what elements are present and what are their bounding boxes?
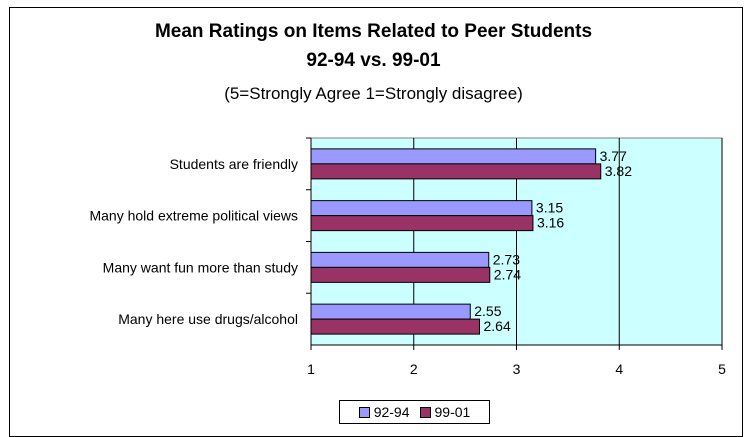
legend-item-series-2: 99-01 (419, 404, 471, 420)
bar (310, 148, 597, 165)
x-tick-label: 2 (410, 361, 418, 377)
data-label: 3.82 (605, 163, 632, 179)
x-tick-label: 3 (513, 361, 521, 377)
x-tick-label: 1 (307, 361, 315, 377)
data-label: 2.64 (484, 318, 511, 334)
category-label: Many hold extreme political views (89, 208, 298, 224)
legend-label-series-2: 99-01 (434, 404, 471, 420)
legend-label-series-1: 92-94 (373, 404, 410, 420)
data-label: 2.74 (494, 266, 521, 282)
category-label: Students are friendly (170, 156, 298, 172)
bar (310, 200, 533, 217)
category-label: Many here use drugs/alcohol (118, 311, 298, 327)
legend-swatch-series-2 (419, 406, 431, 418)
bar (310, 163, 602, 180)
chart-note: (5=Strongly Agree 1=Strongly disagree) (224, 84, 523, 103)
bar (310, 318, 481, 335)
chart-subtitle: 92-94 vs. 99-01 (306, 50, 441, 71)
bar-chart: 1 2 3 4 5 Students are friendly 3.773.82 Many h… (89, 137, 726, 377)
data-label: 2.73 (493, 251, 520, 267)
legend-item-series-1: 92-94 (358, 404, 410, 420)
category-label: Many want fun more than study (103, 259, 298, 275)
bar (310, 251, 490, 268)
data-label: 3.77 (600, 148, 627, 164)
bar (310, 215, 534, 232)
legend: 92-94 99-01 (339, 400, 490, 424)
data-label: 3.16 (537, 215, 564, 231)
x-tick-label: 5 (718, 361, 726, 377)
bar (310, 266, 491, 283)
x-tick-label: 4 (615, 361, 623, 377)
data-label: 2.55 (474, 303, 501, 319)
bar (310, 303, 471, 320)
legend-swatch-series-1 (358, 406, 370, 418)
data-label: 3.15 (536, 200, 563, 216)
chart-title: Mean Ratings on Items Related to Peer St… (154, 21, 593, 42)
